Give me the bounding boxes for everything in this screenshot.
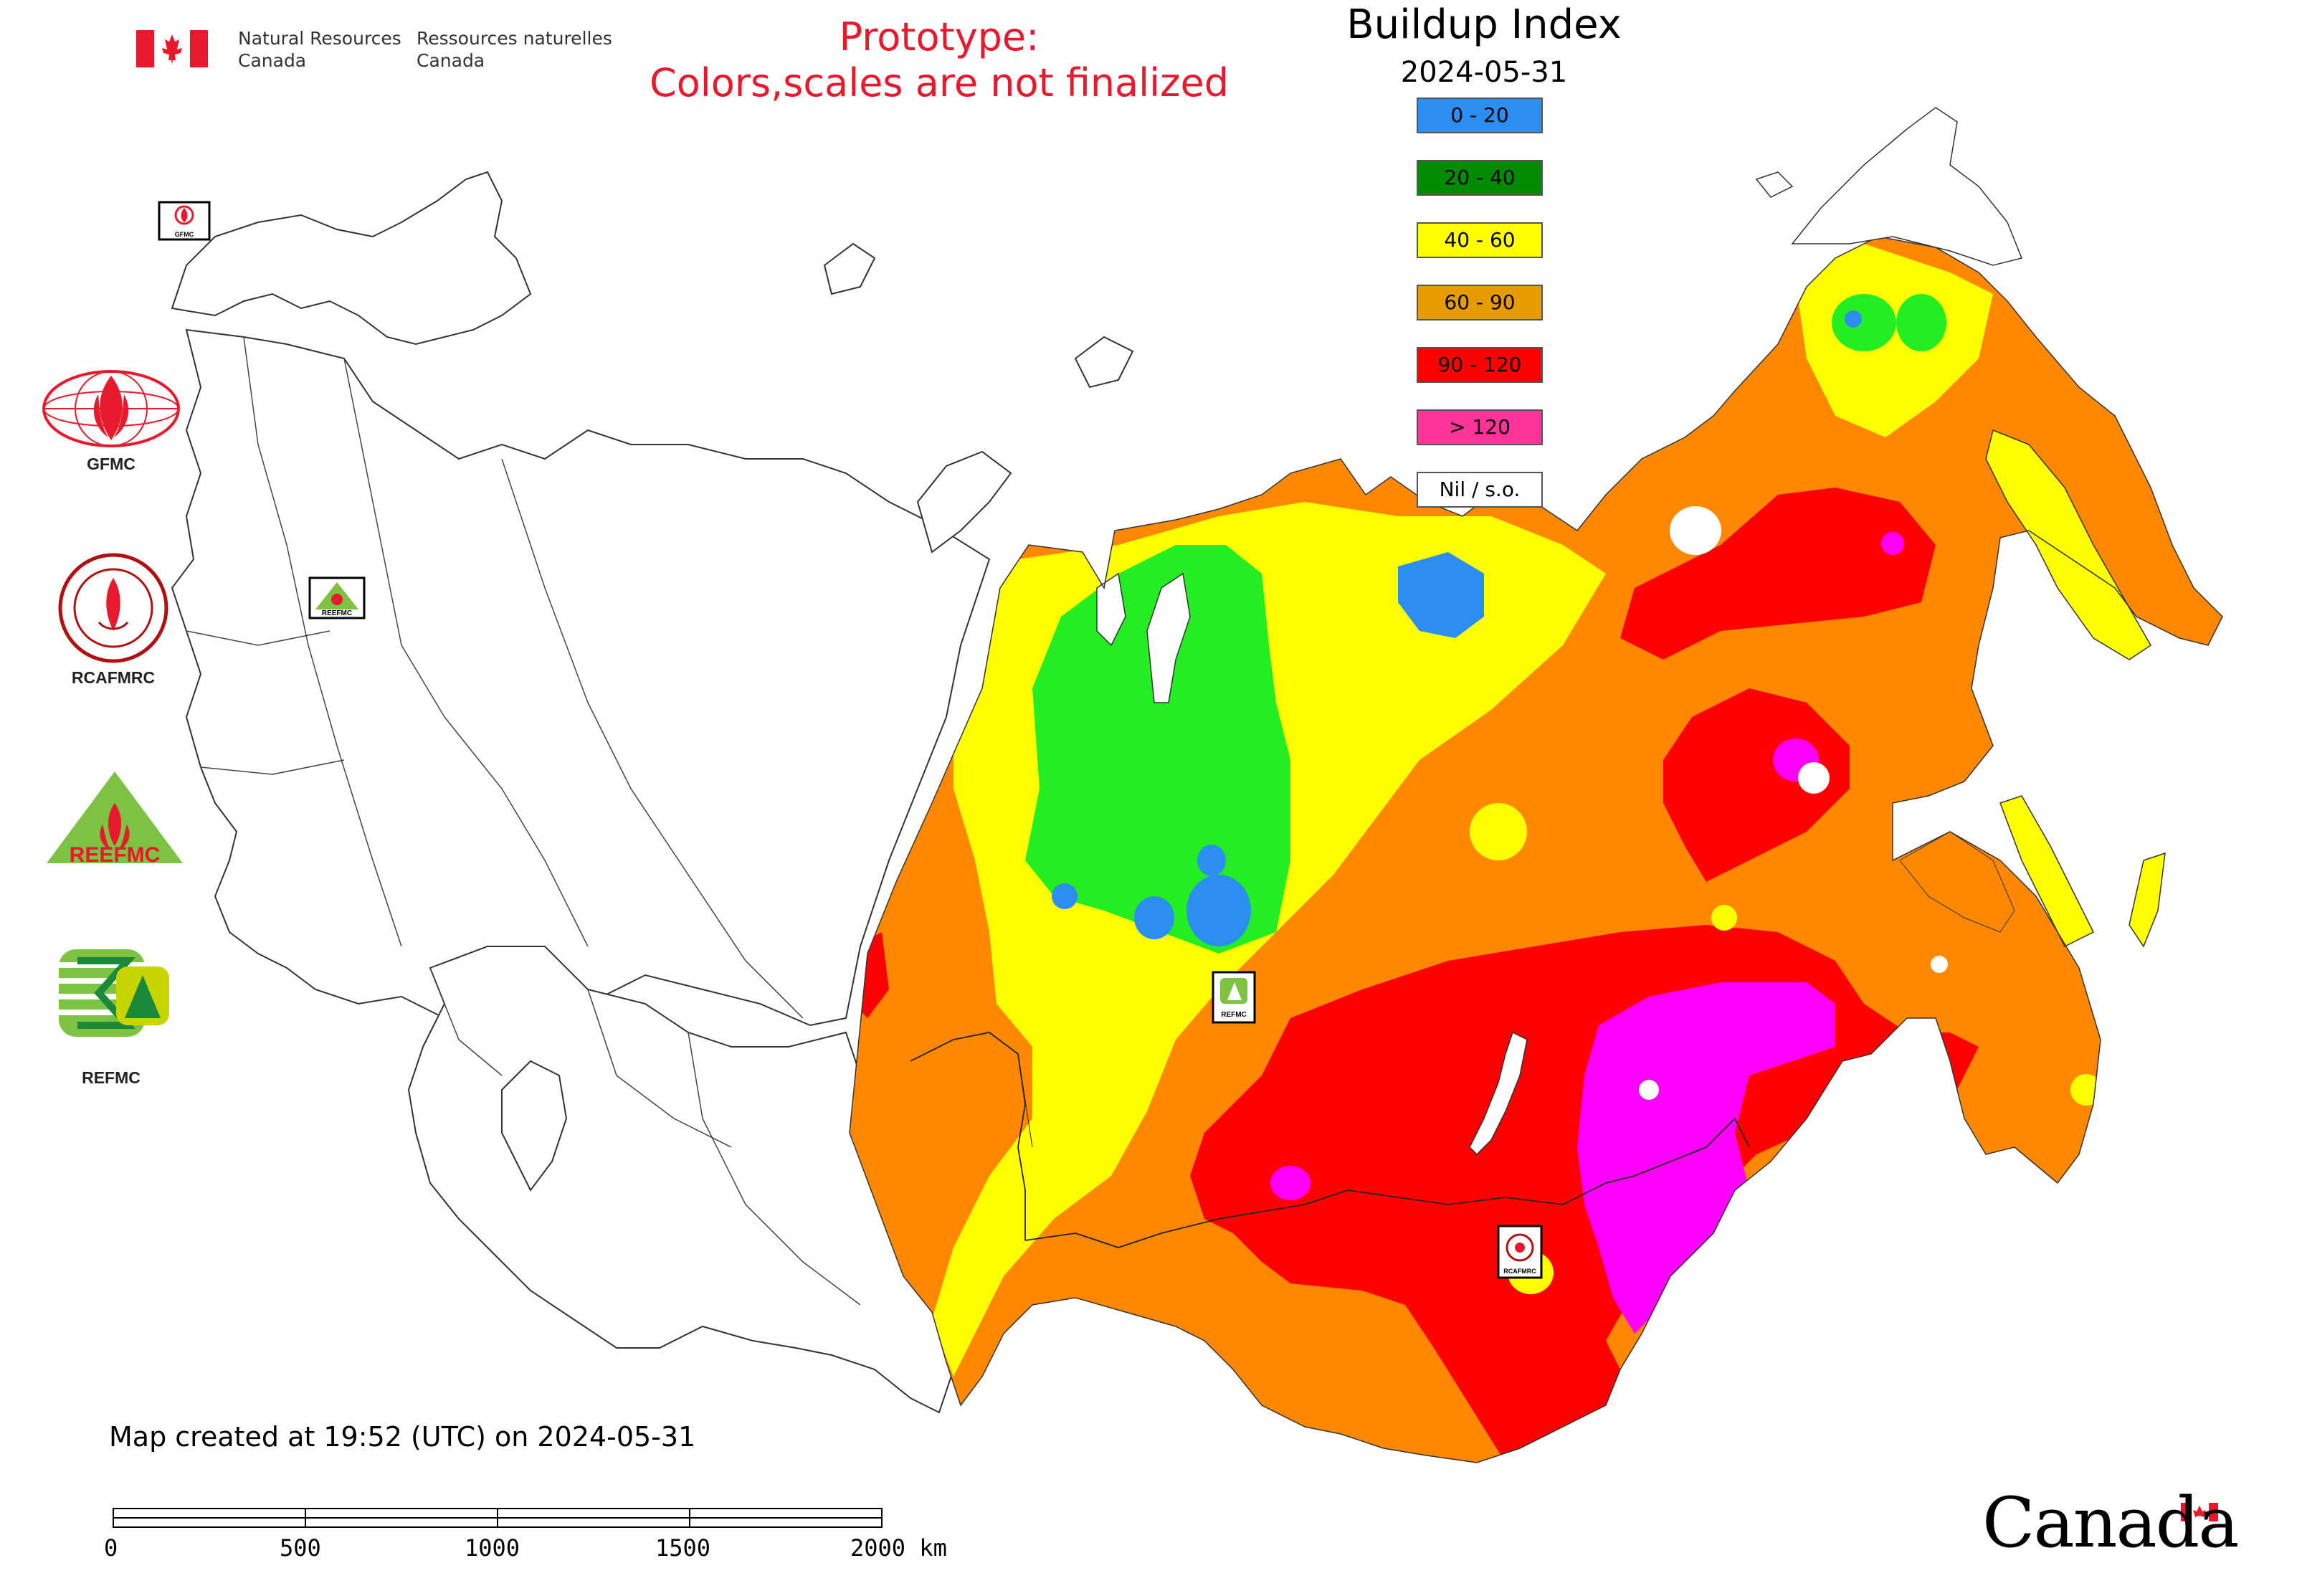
refmc-label: REFMC [82,1068,141,1087]
rcafmrc-logo [58,553,168,663]
zone-nil-spot-2 [1798,762,1830,794]
gfmc-logo [42,370,180,447]
western-outline [171,171,1134,1414]
zone-extreme-kolyma [1881,532,1904,555]
map-created-timestamp: Map created at 19:52 (UTC) on 2024-05-31 [109,1421,696,1453]
yamal-gulf [1096,572,1126,647]
marker-reefmc-label: REEFMC [322,609,352,617]
zone-very-low-1 [1186,875,1251,946]
marker-gfmc-label: GFMC [175,231,194,238]
scandinavia-outline [171,171,532,346]
sakhalin-zone [1999,795,2095,948]
legend-item-40-60: 40 - 60 [1417,222,1543,258]
marker-reefmc-map [308,576,366,619]
lake-baikal [1469,1031,1528,1156]
legend-item-0-20: 0 - 20 [1417,98,1543,133]
reefmc-logo: REEFMC [47,771,183,867]
china-border [1634,1117,1750,1177]
org-name-fr: Ressources naturelles Canada [417,28,612,71]
zone-very-low-4 [1197,845,1226,876]
legend-item-nil: Nil / s.o. [1417,472,1543,508]
refmc-logo [59,949,169,1037]
mongolia-border [1024,1175,1635,1248]
scale-tick-2000: 2000 km [850,1534,947,1562]
marker-rcafmrc-label: RCAFMRC [1503,1268,1536,1275]
map-date: 2024-05-31 [1400,56,1568,89]
marker-gfmc-map [158,201,211,241]
legend-item-90-120: 90 - 120 [1417,347,1543,383]
japan-hokkaido-zone [2129,852,2166,948]
zone-very-low-2 [1134,896,1174,939]
novaya-zemlya-outline [916,450,1012,554]
zone-extreme-amur [1577,982,1835,1334]
chukotka-outline [1791,107,2023,266]
zone-nil-spot-1 [1670,506,1721,555]
caspian-sea-outline [501,1060,568,1192]
zone-nil-spot-3 [1639,1080,1659,1100]
zone-very-low-3 [1052,883,1078,909]
org-name-en: Natural Resources Canada [238,28,401,71]
legend-item-over-120: > 120 [1417,409,1543,445]
canada-wordmark-flag [2181,1503,2218,1521]
marker-refmc-label: REFMC [1221,1011,1247,1019]
zone-low-chukotka-1 [1832,294,1896,351]
kamchatka-zone [1985,429,2151,660]
eastern-borders [910,1032,1750,1248]
legend-item-60-90: 60 - 90 [1417,285,1543,320]
scale-tick-500: 500 [280,1534,321,1562]
ob-gulf [1146,572,1191,703]
western-borders [186,336,861,1306]
zone-very-low-taymyr [1398,552,1484,638]
zone-very-high-okhotsk [1663,688,1850,882]
reefmc-logo-text: REEFMC [70,843,161,867]
internal-border-1 [1017,1053,1033,1148]
eastern-europe-outline [171,328,991,1033]
canada-wordmark: Canada [1982,1483,2239,1563]
scale-bar [113,1508,883,1528]
wrangel-island [1755,171,1794,198]
zone-moderate-chukotka [1792,244,1993,437]
canada-flag-icon [136,30,208,67]
svalbard-outline [823,242,876,295]
okhotsk-coast-zone [1899,831,2015,933]
gfmc-label: GFMC [87,455,135,473]
zone-very-high-kolyma [1620,488,1936,660]
scale-tick-0: 0 [104,1534,118,1562]
scale-tick-1500: 1500 [655,1534,711,1562]
zone-extreme-spot-1 [1270,1166,1311,1200]
map-title: Buildup Index [1346,1,1622,48]
zone-very-low-chukotka [1845,310,1862,328]
zone-low-chukotka-2 [1896,294,1946,351]
central-asia-outline [407,946,962,1414]
rcafmrc-label: RCAFMRC [71,668,156,687]
zone-nil-spot-4 [1931,956,1948,973]
legend-item-20-40: 20 - 40 [1417,160,1543,196]
marker-rcafmrc-map [1497,1225,1543,1279]
zone-low-west-siberia [1025,545,1290,954]
zone-moderate-spot-yakutia [1470,803,1527,860]
zone-moderate-spot-4 [2070,1074,2102,1106]
scale-tick-1000: 1000 [465,1534,520,1562]
prototype-notice: Prototype: Colors,scales are not finaliz… [650,14,1229,105]
marker-refmc-map [1212,971,1256,1024]
zone-moderate-spot-3 [1711,905,1737,931]
arctic-island-outline [1074,336,1134,389]
